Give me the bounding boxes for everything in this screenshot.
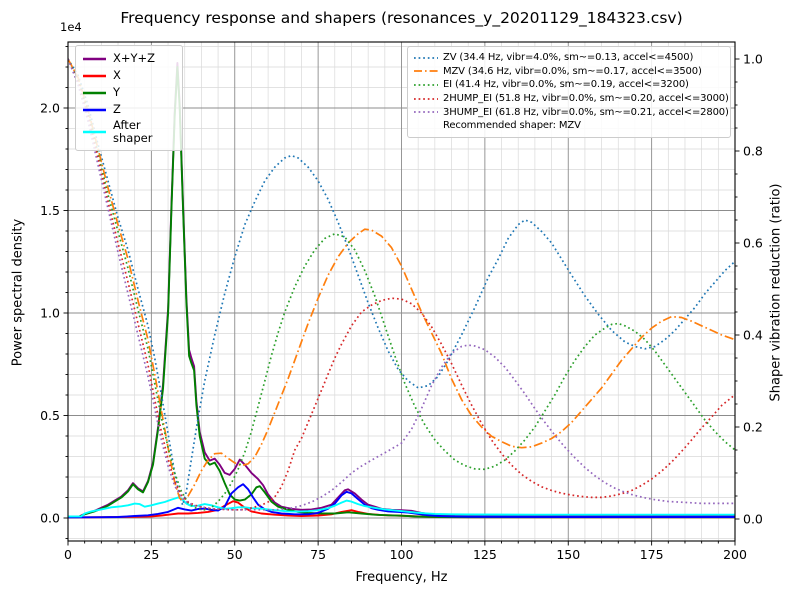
legend-item-z: Z	[83, 101, 175, 118]
right-y-tick-label: 0.0	[743, 511, 763, 526]
legend-label: MZV (34.6 Hz, vibr=0.0%, sm~=0.17, accel…	[443, 65, 702, 77]
psd-legend: X+Y+Z X Y Z After shaper	[75, 45, 183, 151]
legend-label: Z	[113, 102, 121, 116]
legend-item-y: Y	[83, 84, 175, 101]
legend-line-sample	[83, 57, 106, 60]
legend-line-sample	[83, 74, 106, 77]
legend-label: 3HUMP_EI (61.8 Hz, vibr=0.0%, sm~=0.21, …	[443, 106, 729, 118]
shapers-legend: ZV (34.4 Hz, vibr=4.0%, sm~=0.13, accel<…	[407, 46, 731, 138]
right-y-tick-label: 1.0	[743, 51, 763, 66]
legend-label: ZV (34.4 Hz, vibr=4.0%, sm~=0.13, accel<…	[443, 52, 694, 64]
recommended-shaper-text: Recommended shaper: MZV	[443, 120, 581, 132]
legend-recommended-shaper: Recommended shaper: MZV	[414, 119, 724, 133]
legend-line-sample	[83, 130, 106, 134]
legend-line-sample	[414, 111, 438, 114]
x-tick-label: 150	[556, 547, 580, 562]
ticks	[63, 46, 740, 546]
right-y-tick-label: 0.8	[743, 143, 763, 158]
psd-curve-z	[68, 483, 735, 519]
x-axis-label: Frequency, Hz	[355, 570, 448, 585]
legend-item-after_shaper: After shaper	[83, 118, 175, 146]
legend-label: 2HUMP_EI (51.8 Hz, vibr=0.0%, sm~=0.20, …	[443, 93, 729, 105]
right-y-tick-label: 0.6	[743, 235, 763, 250]
legend-label: EI (41.4 Hz, vibr=0.0%, sm~=0.19, accel<…	[443, 79, 689, 91]
right-y-tick-label: 0.4	[743, 327, 763, 342]
x-tick-label: 125	[473, 547, 497, 562]
legend-line-sample	[414, 56, 438, 59]
axis-offset-text: 1e4	[60, 20, 82, 34]
left-y-tick-label: 0.5	[40, 408, 60, 423]
tick-labels: 0 25 50 75 100 125 150 175 200 0.0 0.5 1.0 1.5 2.0 0.0…	[40, 51, 763, 562]
legend-label: After shaper	[113, 118, 153, 145]
legend-line-sample	[414, 70, 438, 73]
legend-label: X+Y+Z	[113, 51, 156, 65]
left-y-tick-label: 2.0	[40, 100, 60, 115]
left-y-tick-label: 0.0	[40, 510, 60, 525]
legend-item-x: X	[83, 67, 175, 84]
x-tick-label: 25	[143, 547, 159, 562]
legend-item-EI: EI (41.4 Hz, vibr=0.0%, sm~=0.19, accel<…	[414, 78, 724, 92]
x-tick-label: 75	[310, 547, 326, 562]
legend-item-ZV: ZV (34.4 Hz, vibr=4.0%, sm~=0.13, accel<…	[414, 51, 724, 65]
shaper-curve-EI	[68, 58, 735, 511]
legend-item-3HUMP_EI: 3HUMP_EI (61.8 Hz, vibr=0.0%, sm~=0.21, …	[414, 105, 729, 119]
left-y-tick-label: 1.5	[40, 203, 60, 218]
legend-line-sample	[414, 97, 438, 100]
x-tick-label: 50	[227, 547, 243, 562]
x-tick-label: 200	[723, 547, 747, 562]
legend-line-sample	[83, 108, 106, 111]
left-y-axis-label: Power spectral density	[10, 218, 26, 367]
curves	[68, 58, 735, 519]
legend-item-2HUMP_EI: 2HUMP_EI (51.8 Hz, vibr=0.0%, sm~=0.20, …	[414, 92, 729, 106]
legend-line-sample	[414, 84, 438, 86]
shaper-curve-3HUMP_EI	[68, 58, 735, 511]
x-tick-label: 100	[390, 547, 414, 562]
chart-title: Frequency response and shapers (resonanc…	[120, 9, 683, 27]
shaper-curve-MZV	[68, 58, 735, 502]
legend-item-xyz: X+Y+Z	[83, 50, 175, 67]
right-y-axis-label: Shaper vibration reduction (ratio)	[768, 183, 784, 402]
right-y-tick-label: 0.2	[743, 419, 763, 434]
x-tick-label: 0	[64, 547, 72, 562]
legend-label: Y	[113, 85, 121, 99]
legend-item-MZV: MZV (34.6 Hz, vibr=0.0%, sm~=0.17, accel…	[414, 65, 724, 79]
left-y-tick-label: 1.0	[40, 305, 60, 320]
psd-curve-y	[68, 66, 735, 519]
legend-line-sample	[83, 91, 106, 94]
legend-label: X	[113, 68, 121, 82]
x-tick-label: 175	[640, 547, 664, 562]
